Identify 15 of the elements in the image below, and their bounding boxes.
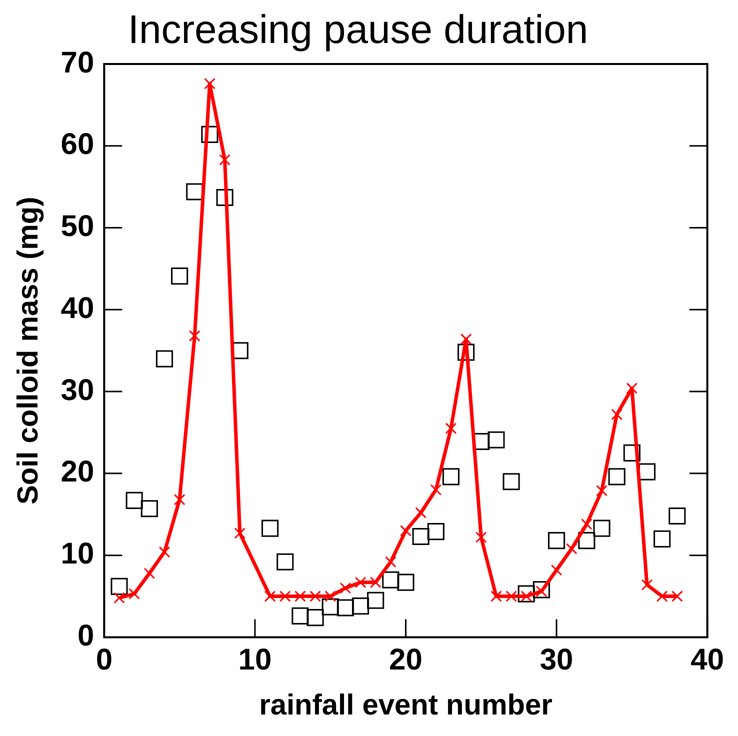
y-axis-title: Soil colloid mass (mg) [12,196,44,504]
x-axis-title: rainfall event number [259,690,552,722]
y-tick-label: 0 [77,619,94,652]
y-tick-label: 60 [60,128,94,162]
y-tick-label: 50 [60,210,94,244]
y-tick-label: 70 [60,46,94,80]
y-tick-label: 20 [60,456,94,489]
x-tick-label: 10 [238,643,272,676]
x-tick-label: 40 [690,643,724,676]
y-tick-label: 30 [60,374,94,407]
x-tick-label: 20 [389,643,422,676]
y-tick-label: 40 [60,292,94,325]
chart-title: Increasing pause duration [128,8,588,52]
x-tick-label: 30 [540,643,574,676]
y-tick-label: 10 [60,538,94,571]
